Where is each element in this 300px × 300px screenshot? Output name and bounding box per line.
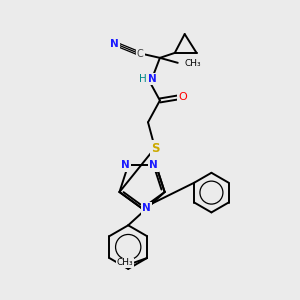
Text: N: N: [121, 160, 130, 170]
Text: S: S: [151, 142, 159, 154]
Text: N: N: [149, 160, 158, 170]
Text: N: N: [148, 74, 156, 84]
Text: CH₃: CH₃: [117, 258, 134, 267]
Text: N: N: [110, 39, 119, 49]
Text: C: C: [137, 49, 143, 59]
Text: N: N: [142, 203, 150, 214]
Text: CH₃: CH₃: [185, 59, 201, 68]
Text: H: H: [139, 74, 147, 84]
Text: O: O: [178, 92, 187, 103]
